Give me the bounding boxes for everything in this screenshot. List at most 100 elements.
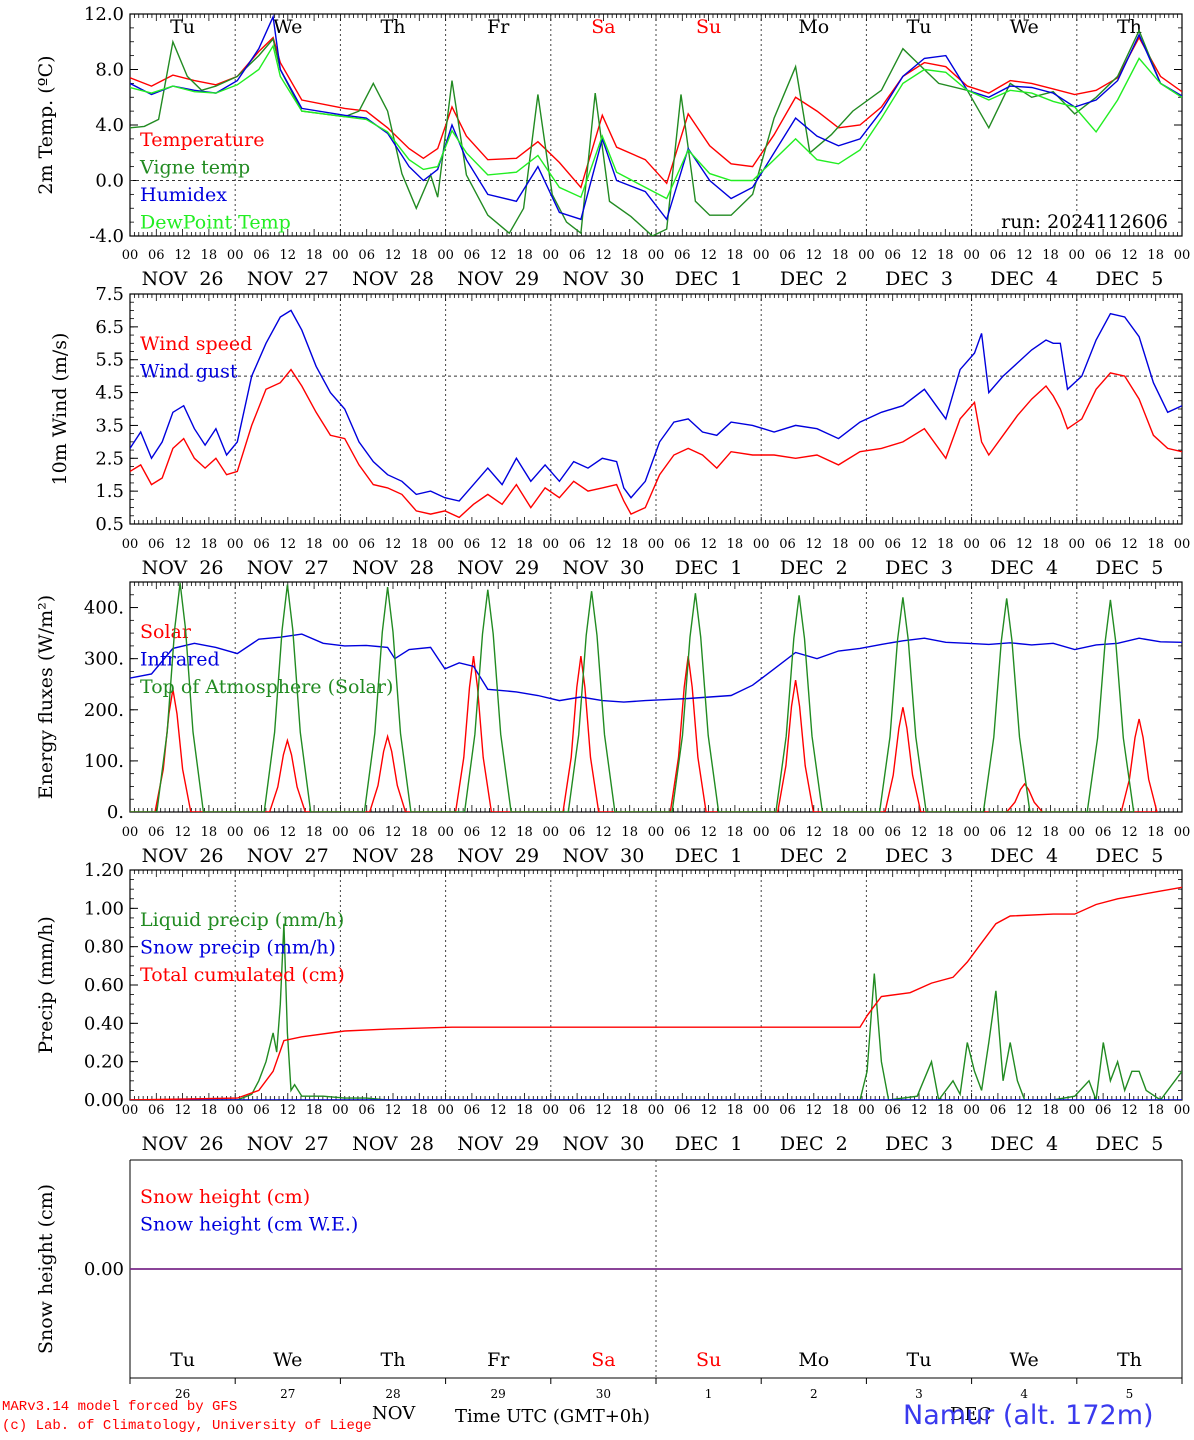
hour-tick-label: 12 [385, 537, 402, 552]
hour-tick-label: 18 [1042, 825, 1059, 840]
hour-tick-label: 00 [753, 537, 770, 552]
hour-tick-label: 06 [884, 1103, 901, 1118]
day-number-label: 2 [810, 1387, 818, 1401]
y-tick-label: 1.00 [84, 898, 124, 919]
hour-tick-label: 18 [727, 825, 744, 840]
hour-tick-label: 00 [1069, 537, 1086, 552]
date-label: NOV 29 [457, 1133, 539, 1155]
hour-tick-label: 18 [516, 825, 533, 840]
hour-tick-label: 12 [1121, 1103, 1138, 1118]
day-number-label: 4 [1020, 1387, 1028, 1401]
series-line-infrared [130, 633, 1182, 703]
date-label: DEC 2 [780, 1133, 848, 1155]
legend-entry: Infrared [140, 649, 220, 671]
hour-tick-label: 00 [858, 537, 875, 552]
hour-tick-label: 18 [306, 248, 323, 263]
series-line-solar [130, 656, 1158, 812]
hour-tick-label: 06 [253, 1103, 270, 1118]
hour-tick-label: 18 [201, 248, 218, 263]
date-label: DEC 1 [675, 1133, 743, 1155]
hour-tick-label: 18 [411, 825, 428, 840]
day-number-label: 28 [385, 1387, 400, 1401]
hour-tick-label: 00 [963, 537, 980, 552]
y-axis-label: Precip (mm/h) [35, 916, 57, 1054]
hour-tick-label: 06 [253, 537, 270, 552]
date-label: DEC 1 [675, 557, 743, 579]
date-label: DEC 2 [780, 557, 848, 579]
day-number-label: 27 [280, 1387, 295, 1401]
hour-tick-label: 18 [306, 825, 323, 840]
hour-tick-label: 12 [700, 1103, 717, 1118]
hour-tick-label: 00 [227, 248, 244, 263]
hour-tick-label: 12 [595, 1103, 612, 1118]
date-label: DEC 5 [1095, 1133, 1163, 1155]
y-axis-label: 2m Temp. (ºC) [35, 55, 57, 194]
legend-entry: Solar [140, 621, 192, 643]
hour-tick-label: 00 [543, 248, 560, 263]
date-label: NOV 27 [247, 845, 329, 867]
date-label: DEC 3 [885, 557, 953, 579]
y-tick-label: 0.00 [84, 1259, 124, 1280]
hour-tick-label: 12 [1016, 1103, 1033, 1118]
hour-tick-label: 12 [700, 825, 717, 840]
hour-tick-label: 00 [753, 248, 770, 263]
weekday-label: We [1010, 1349, 1039, 1371]
station-label: Namur (alt. 172m) [903, 1400, 1154, 1431]
hour-tick-label: 06 [990, 248, 1007, 263]
hour-tick-label: 00 [227, 537, 244, 552]
hour-tick-label: 00 [963, 825, 980, 840]
hour-tick-label: 18 [1042, 1103, 1059, 1118]
hour-tick-label: 00 [227, 825, 244, 840]
hour-tick-label: 00 [122, 1103, 139, 1118]
run-label: run: 2024112606 [1001, 211, 1168, 233]
hour-tick-label: 18 [727, 248, 744, 263]
hour-tick-label: 12 [280, 825, 297, 840]
hour-tick-label: 18 [621, 537, 638, 552]
panel-wind: 00 06 12 18 00 06 12 18 00 06 12 18 00 06 12 18 00 06 12 18… [49, 284, 1190, 579]
hour-tick-label: 12 [700, 248, 717, 263]
hour-tick-label: 06 [464, 537, 481, 552]
y-tick-label: 0.0 [95, 171, 124, 192]
hour-tick-label: 12 [911, 537, 928, 552]
hour-tick-label: 12 [700, 537, 717, 552]
date-label: DEC 3 [885, 268, 953, 290]
hour-tick-label: 00 [332, 248, 349, 263]
hour-tick-label: 12 [595, 248, 612, 263]
hour-tick-label: 12 [806, 825, 823, 840]
hour-tick-label: 12 [1016, 248, 1033, 263]
date-label: NOV 27 [247, 268, 329, 290]
hour-tick-label: 06 [990, 825, 1007, 840]
hour-tick-label: 12 [385, 248, 402, 263]
date-label: NOV 29 [457, 557, 539, 579]
hour-tick-label: 12 [174, 248, 191, 263]
y-tick-label: 0.80 [84, 937, 124, 958]
legend-entry: Humidex [140, 184, 227, 206]
hour-tick-label: 12 [385, 1103, 402, 1118]
hour-tick-label: 12 [385, 825, 402, 840]
hour-tick-label: 06 [358, 1103, 375, 1118]
hour-tick-label: 00 [122, 537, 139, 552]
hour-tick-label: 06 [1095, 825, 1112, 840]
month-label: NOV [372, 1403, 416, 1424]
y-tick-label: 0. [107, 802, 124, 823]
hour-tick-label: 12 [280, 1103, 297, 1118]
hour-tick-label: 18 [1147, 248, 1164, 263]
hour-tick-label: 18 [201, 825, 218, 840]
hour-tick-label: 18 [621, 825, 638, 840]
hour-tick-label: 00 [332, 1103, 349, 1118]
hour-tick-label: 06 [569, 825, 586, 840]
y-tick-label: 0.60 [84, 975, 124, 996]
hour-tick-label: 06 [148, 1103, 165, 1118]
hour-tick-label: 18 [201, 537, 218, 552]
hour-tick-label: 06 [779, 1103, 796, 1118]
hour-tick-label: 12 [490, 537, 507, 552]
date-label: DEC 4 [990, 557, 1058, 579]
weekday-label: Th [381, 1349, 406, 1371]
hour-tick-label: 12 [280, 248, 297, 263]
hour-tick-label: 18 [516, 537, 533, 552]
date-label: DEC 2 [780, 845, 848, 867]
weekday-label: Mo [798, 1349, 829, 1371]
hour-tick-label: 06 [569, 248, 586, 263]
